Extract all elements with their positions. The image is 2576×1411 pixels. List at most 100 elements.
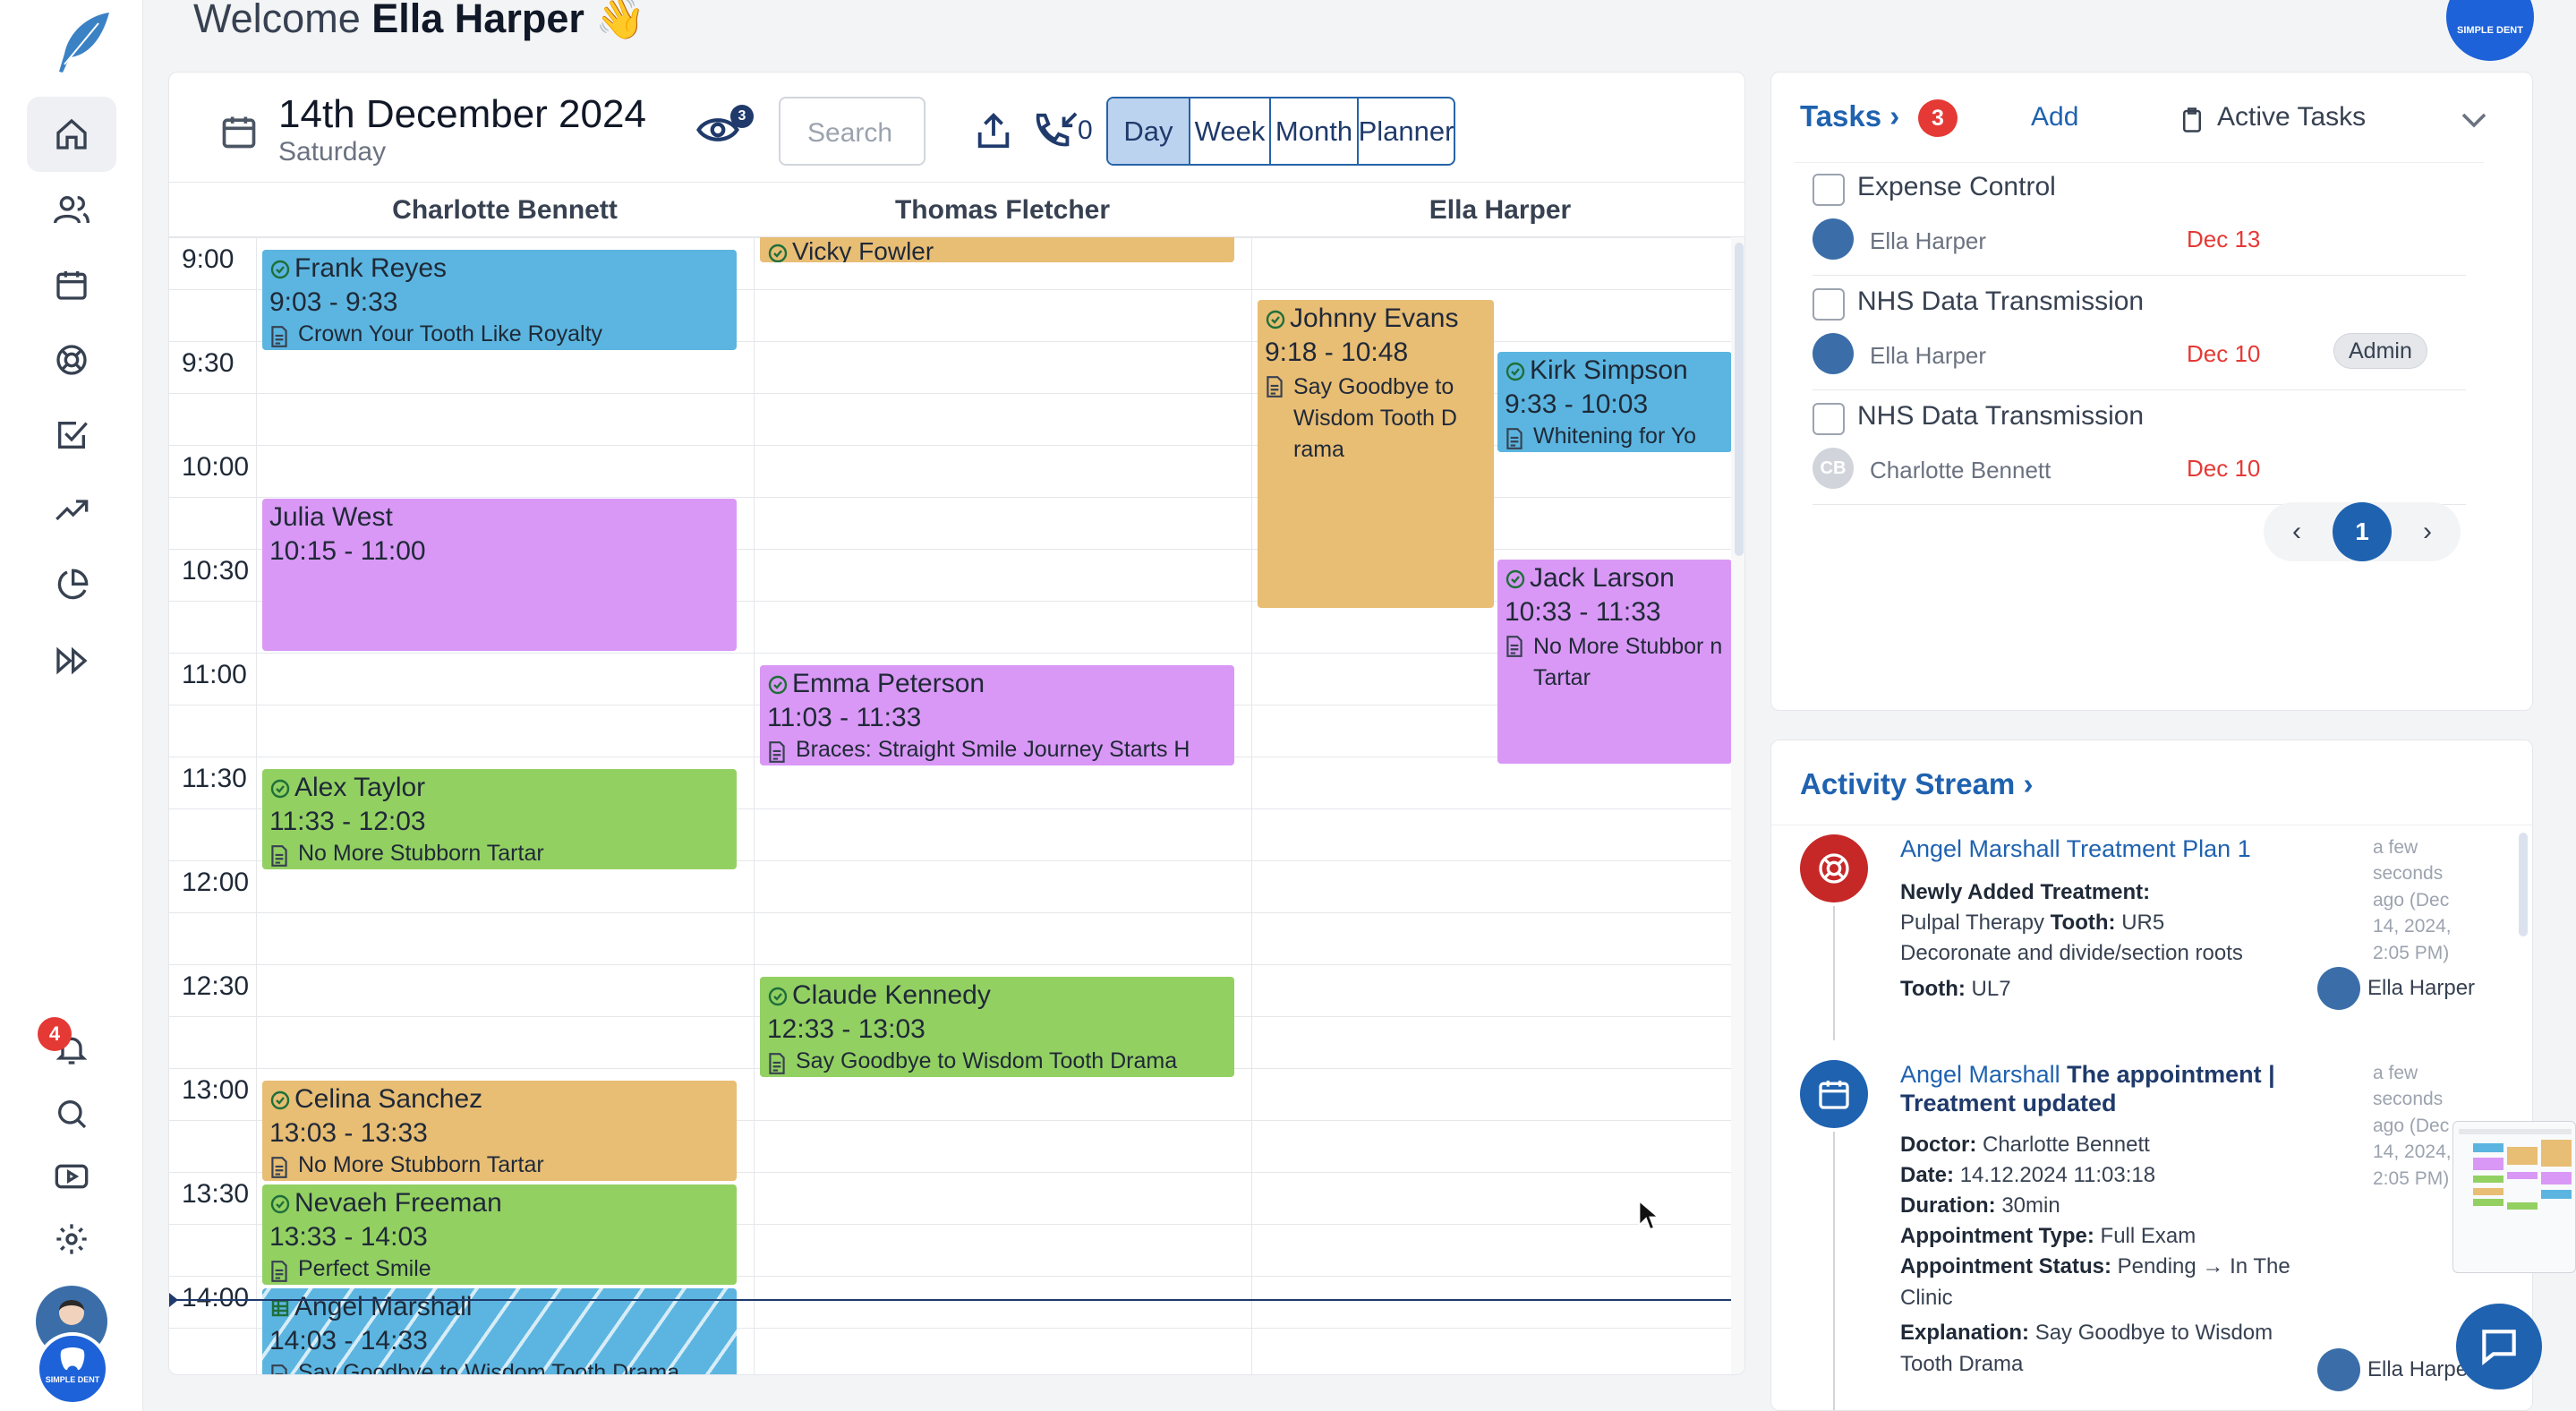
tasks-count-badge: 3 [1918,99,1958,137]
sidebar-item-analytics[interactable] [27,473,116,548]
grid-line [169,1120,1731,1121]
activity-title-link[interactable]: Activity Stream › [1800,767,2033,801]
mouse-cursor-icon [1638,1200,1659,1231]
clipboard-icon [2183,107,2201,133]
chevron-right-icon: › [1889,99,1900,133]
time-label: 11:00 [182,660,247,689]
time-label: 13:00 [182,1075,250,1105]
task-due-date: Dec 10 [2187,340,2261,367]
appointment-patient: Kirk Simpson [1530,355,1688,385]
sidebar-item-patients[interactable] [27,172,116,247]
chat-launcher-button[interactable] [2456,1304,2542,1390]
next-page-button[interactable]: › [2423,517,2432,546]
author-name: Ella Harper [2367,1357,2476,1381]
search-input[interactable]: Search [779,97,925,166]
current-date[interactable]: 14th December 2024 [278,92,646,136]
share-upload-icon[interactable] [973,110,1014,151]
treatment-name: Pulpal Therapy [1900,911,2044,935]
time-label: 14:00 [182,1283,250,1313]
calendar-icon[interactable] [219,112,259,151]
activity-heading[interactable]: Angel Marshall The appointment | Treatme… [1900,1060,2321,1118]
task-checkbox[interactable] [1813,403,1845,435]
view-planner-button[interactable]: Planner [1358,115,1454,147]
appointment-card[interactable]: Vicky Fowler [760,237,1234,262]
sidebar-item-support[interactable] [27,322,116,398]
sidebar-item-tasks[interactable] [27,398,116,473]
appointment-card[interactable]: Julia West 10:15 - 11:00 [262,499,737,651]
feather-logo-icon[interactable] [47,7,118,79]
appointment-card[interactable]: Claude Kennedy 12:33 - 13:03 Say Goodbye… [760,977,1234,1077]
current-page[interactable]: 1 [2333,502,2392,561]
check-circle-icon [270,779,290,799]
task-item[interactable]: NHS Data Transmission CB Charlotte Benne… [1813,392,2466,505]
activity-scrollbar-thumb[interactable] [2519,833,2528,936]
view-month-button[interactable]: Month [1271,98,1359,164]
appointment-time: 14:03 - 14:33 [269,1326,428,1355]
task-item[interactable]: Expense Control Ella Harper Dec 13 [1813,163,2466,276]
assignee-avatar [1813,218,1854,260]
appointment-card[interactable]: Celina Sanchez 13:03 - 13:33 No More Stu… [262,1081,737,1181]
brand-logo[interactable]: SIMPLE DENT [36,1332,109,1406]
assignee-initials-avatar: CB [1813,448,1854,489]
appointment-card[interactable]: Johnny Evans 9:18 - 10:48 Say Goodbye to… [1258,300,1494,608]
document-icon [271,1157,287,1178]
grid-line [169,497,1731,498]
eye-icon[interactable] [695,112,740,148]
view-day-button[interactable]: Day [1108,98,1190,164]
search-button[interactable] [27,1076,116,1151]
tasks-pagination: ‹ 1 › [2264,502,2461,561]
task-assignee: Ella Harper [1870,227,1987,254]
video-tutorials-button[interactable] [27,1139,116,1214]
tasks-title-link[interactable]: Tasks › [1800,99,1899,133]
sidebar: 4 SIMPLE DENT [0,0,143,1411]
settings-button[interactable] [27,1201,116,1277]
detail-value: 30min [2001,1193,2060,1218]
lifebuoy-icon [56,345,87,375]
calendar-scrollbar-thumb[interactable] [1735,243,1744,556]
activity-actor[interactable]: Angel Marshall [1900,1061,2060,1088]
appointment-card[interactable]: Jack Larson 10:33 - 11:33 No More Stubbo… [1497,560,1732,764]
brand-label-top: SIMPLE DENT [2457,25,2523,36]
document-icon [1267,376,1283,398]
tasks-title: Tasks [1800,99,1882,133]
timeline-line [1833,906,1835,1040]
appointment-card[interactable]: Angel Marshall 14:03 - 14:33 Say Goodbye… [262,1288,737,1374]
column-header: Thomas Fletcher [894,195,1111,225]
activity-detail: Tooth: UL7 [1900,974,2348,1005]
time-label: 10:30 [182,556,250,586]
add-task-button[interactable]: Add [2031,102,2079,132]
search-icon [58,1100,87,1129]
sidebar-item-fast-forward[interactable] [27,623,116,698]
sidebar-item-home[interactable] [27,97,116,172]
activity-timestamp: a few seconds ago (Dec 14, 2024, 2:05 PM… [2373,1063,2452,1189]
document-icon [769,1053,785,1074]
appointment-card[interactable]: Frank Reyes 9:03 - 9:33 Crown Your Tooth… [262,250,737,350]
view-week-button[interactable]: Week [1190,98,1271,164]
in-clinic-icon [271,1299,289,1317]
appointment-card[interactable]: Kirk Simpson 9:33 - 10:03 Whitening for … [1497,352,1732,452]
document-icon [769,741,785,763]
column-divider [754,237,755,1374]
appointment-card[interactable]: Alex Taylor 11:33 - 12:03 No More Stubbo… [262,769,737,869]
chevron-down-icon[interactable] [2461,110,2487,130]
brand-label: SIMPLE DENT [45,1375,100,1384]
timeline-line [1833,1132,1835,1410]
prev-page-button[interactable]: ‹ [2292,517,2301,546]
appointment-card[interactable]: Emma Peterson 11:03 - 11:33 Braces: Stra… [760,665,1234,765]
task-checkbox[interactable] [1813,174,1845,206]
sidebar-item-calendar[interactable] [27,247,116,322]
appointment-patient: Emma Peterson [792,669,985,698]
author-avatar [2317,967,2360,1010]
activity-heading[interactable]: Angel Marshall Treatment Plan 1 [1900,834,2321,863]
appointment-card[interactable]: Nevaeh Freeman 13:33 - 14:03 Perfect Smi… [262,1184,737,1285]
sidebar-item-reports[interactable] [27,548,116,623]
activity-actor[interactable]: Angel Marshall [1900,835,2060,862]
task-item[interactable]: NHS Data Transmission Ella Harper Dec 10… [1813,278,2466,390]
task-filter-select[interactable]: Active Tasks [2217,102,2367,132]
brand-logo-top[interactable]: SIMPLE DENT [2446,0,2534,61]
missed-call-icon[interactable] [1030,110,1080,151]
task-checkbox[interactable] [1813,288,1845,321]
screen-preview-thumbnail[interactable] [2452,1121,2576,1273]
activity-action: Treatment Plan 1 [2066,835,2251,862]
document-icon [271,1261,287,1282]
